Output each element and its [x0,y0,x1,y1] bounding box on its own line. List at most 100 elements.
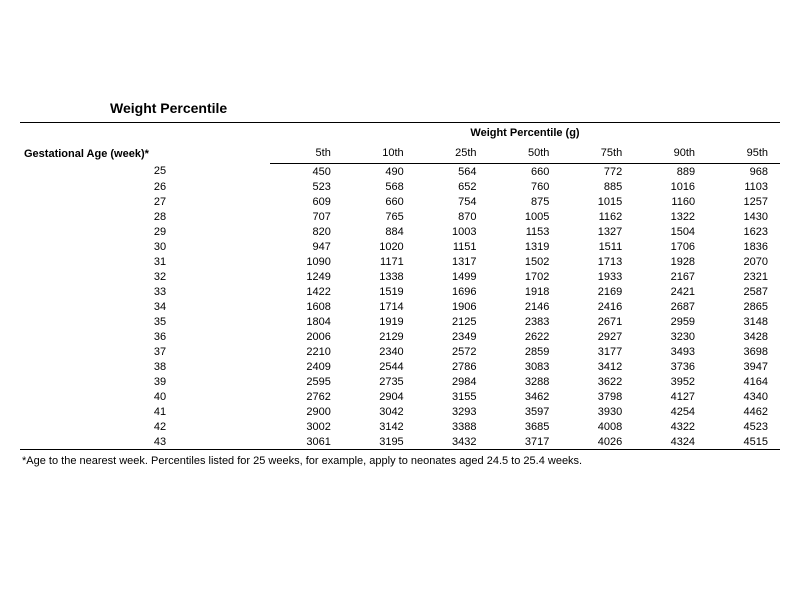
value-cell: 490 [343,164,416,180]
age-cell: 38 [20,359,270,374]
value-cell: 2865 [707,299,780,314]
value-cell: 2383 [489,314,562,329]
value-cell: 3083 [489,359,562,374]
value-cell: 1504 [634,224,707,239]
table-row: 331422151916961918216924212587 [20,284,780,299]
value-cell: 2762 [270,389,343,404]
group-header-label: Weight Percentile (g) [270,123,780,144]
age-cell: 32 [20,269,270,284]
table-row: 2652356865276088510161103 [20,179,780,194]
value-cell: 1171 [343,254,416,269]
value-cell: 1153 [489,224,562,239]
value-cell: 1519 [343,284,416,299]
value-cell: 3622 [561,374,634,389]
value-cell: 889 [634,164,707,180]
value-cell: 1103 [707,179,780,194]
value-cell: 2544 [343,359,416,374]
age-cell: 35 [20,314,270,329]
value-cell: 4254 [634,404,707,419]
column-header: 90th [634,143,707,164]
age-cell: 30 [20,239,270,254]
value-cell: 3177 [561,344,634,359]
value-cell: 1706 [634,239,707,254]
header-row-1: Gestational Age (week)* Weight Percentil… [20,123,780,144]
value-cell: 1702 [489,269,562,284]
footnote: *Age to the nearest week. Percentiles li… [29,454,780,468]
age-cell: 28 [20,209,270,224]
value-cell: 3685 [489,419,562,434]
value-cell: 609 [270,194,343,209]
value-cell: 2927 [561,329,634,344]
value-cell: 1918 [489,284,562,299]
value-cell: 947 [270,239,343,254]
column-header: 75th [561,143,634,164]
table-row: 321249133814991702193321672321 [20,269,780,284]
value-cell: 450 [270,164,343,180]
value-cell: 1005 [489,209,562,224]
value-cell: 660 [343,194,416,209]
value-cell: 765 [343,209,416,224]
table-row: 27609660754875101511601257 [20,194,780,209]
table-row: 25450490564660772889968 [20,164,780,180]
value-cell: 1836 [707,239,780,254]
value-cell: 4026 [561,434,634,450]
value-cell: 1327 [561,224,634,239]
column-header: 50th [489,143,562,164]
value-cell: 3930 [561,404,634,419]
value-cell: 1090 [270,254,343,269]
column-header: 95th [707,143,780,164]
age-cell: 36 [20,329,270,344]
age-cell: 43 [20,434,270,450]
value-cell: 2416 [561,299,634,314]
value-cell: 4515 [707,434,780,450]
value-cell: 2735 [343,374,416,389]
value-cell: 1696 [416,284,489,299]
value-cell: 4523 [707,419,780,434]
column-header: 25th [416,143,489,164]
table-title: Weight Percentile [110,100,780,116]
value-cell: 2167 [634,269,707,284]
value-cell: 2904 [343,389,416,404]
age-cell: 39 [20,374,270,389]
value-cell: 2349 [416,329,489,344]
value-cell: 4322 [634,419,707,434]
value-cell: 4127 [634,389,707,404]
value-cell: 2210 [270,344,343,359]
value-cell: 1016 [634,179,707,194]
value-cell: 3155 [416,389,489,404]
value-cell: 875 [489,194,562,209]
value-cell: 3698 [707,344,780,359]
value-cell: 1919 [343,314,416,329]
table-row: 287077658701005116213221430 [20,209,780,224]
value-cell: 884 [343,224,416,239]
age-cell: 31 [20,254,270,269]
value-cell: 2859 [489,344,562,359]
value-cell: 3195 [343,434,416,450]
value-cell: 3952 [634,374,707,389]
table-row: 382409254427863083341237363947 [20,359,780,374]
value-cell: 885 [561,179,634,194]
value-cell: 1928 [634,254,707,269]
age-cell: 25 [20,164,270,180]
value-cell: 2421 [634,284,707,299]
table-row: 423002314233883685400843224523 [20,419,780,434]
value-cell: 2321 [707,269,780,284]
value-cell: 707 [270,209,343,224]
value-cell: 1608 [270,299,343,314]
value-cell: 4324 [634,434,707,450]
value-cell: 3428 [707,329,780,344]
value-cell: 1003 [416,224,489,239]
value-cell: 3230 [634,329,707,344]
value-cell: 1020 [343,239,416,254]
value-cell: 1317 [416,254,489,269]
table-row: 362006212923492622292732303428 [20,329,780,344]
value-cell: 870 [416,209,489,224]
value-cell: 1422 [270,284,343,299]
column-header: 10th [343,143,416,164]
value-cell: 1015 [561,194,634,209]
value-cell: 2595 [270,374,343,389]
value-cell: 2129 [343,329,416,344]
table-row: 392595273529843288362239524164 [20,374,780,389]
value-cell: 1160 [634,194,707,209]
value-cell: 523 [270,179,343,194]
